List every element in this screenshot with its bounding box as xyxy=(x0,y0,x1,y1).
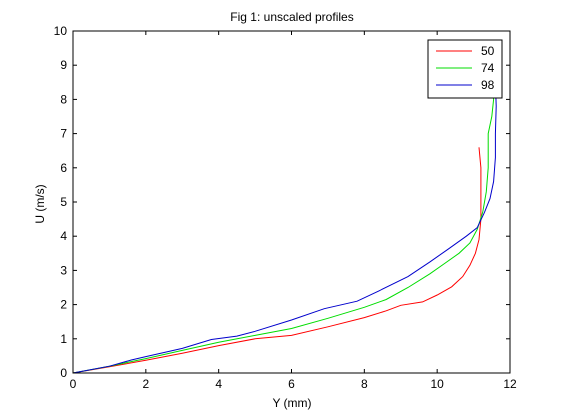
y-tick-label: 3 xyxy=(60,263,67,277)
series-line-50 xyxy=(72,147,482,374)
y-tick-label: 6 xyxy=(60,161,67,175)
x-tick-label: 10 xyxy=(430,377,444,391)
x-tick-label: 4 xyxy=(215,377,222,391)
x-tick-label: 0 xyxy=(70,377,77,391)
y-tick-label: 8 xyxy=(60,92,67,106)
series-line-98 xyxy=(72,82,497,374)
y-tick-label: 1 xyxy=(60,332,67,346)
y-tick-label: 2 xyxy=(60,298,67,312)
chart-title: Fig 1: unscaled profiles xyxy=(230,10,353,24)
legend-label-98: 98 xyxy=(481,78,495,92)
y-axis-label: U (m/s) xyxy=(33,184,47,223)
x-axis-label: Y (mm) xyxy=(272,396,311,410)
legend-label-50: 50 xyxy=(481,44,495,58)
x-tick-label: 8 xyxy=(361,377,368,391)
y-tick-label: 10 xyxy=(54,24,68,38)
legend: 50 74 98 xyxy=(427,39,503,99)
y-tick-label: 5 xyxy=(60,195,67,209)
y-tick-label: 4 xyxy=(60,229,67,243)
x-tick-label: 2 xyxy=(142,377,149,391)
legend-box xyxy=(427,39,503,99)
y-tick-label: 7 xyxy=(60,127,67,141)
x-tick-label: 12 xyxy=(503,377,517,391)
y-tick-label: 0 xyxy=(60,366,67,380)
y-tick-label: 9 xyxy=(60,58,67,72)
x-tick-label: 6 xyxy=(288,377,295,391)
series-line-74 xyxy=(72,89,495,374)
legend-label-74: 74 xyxy=(481,61,495,75)
